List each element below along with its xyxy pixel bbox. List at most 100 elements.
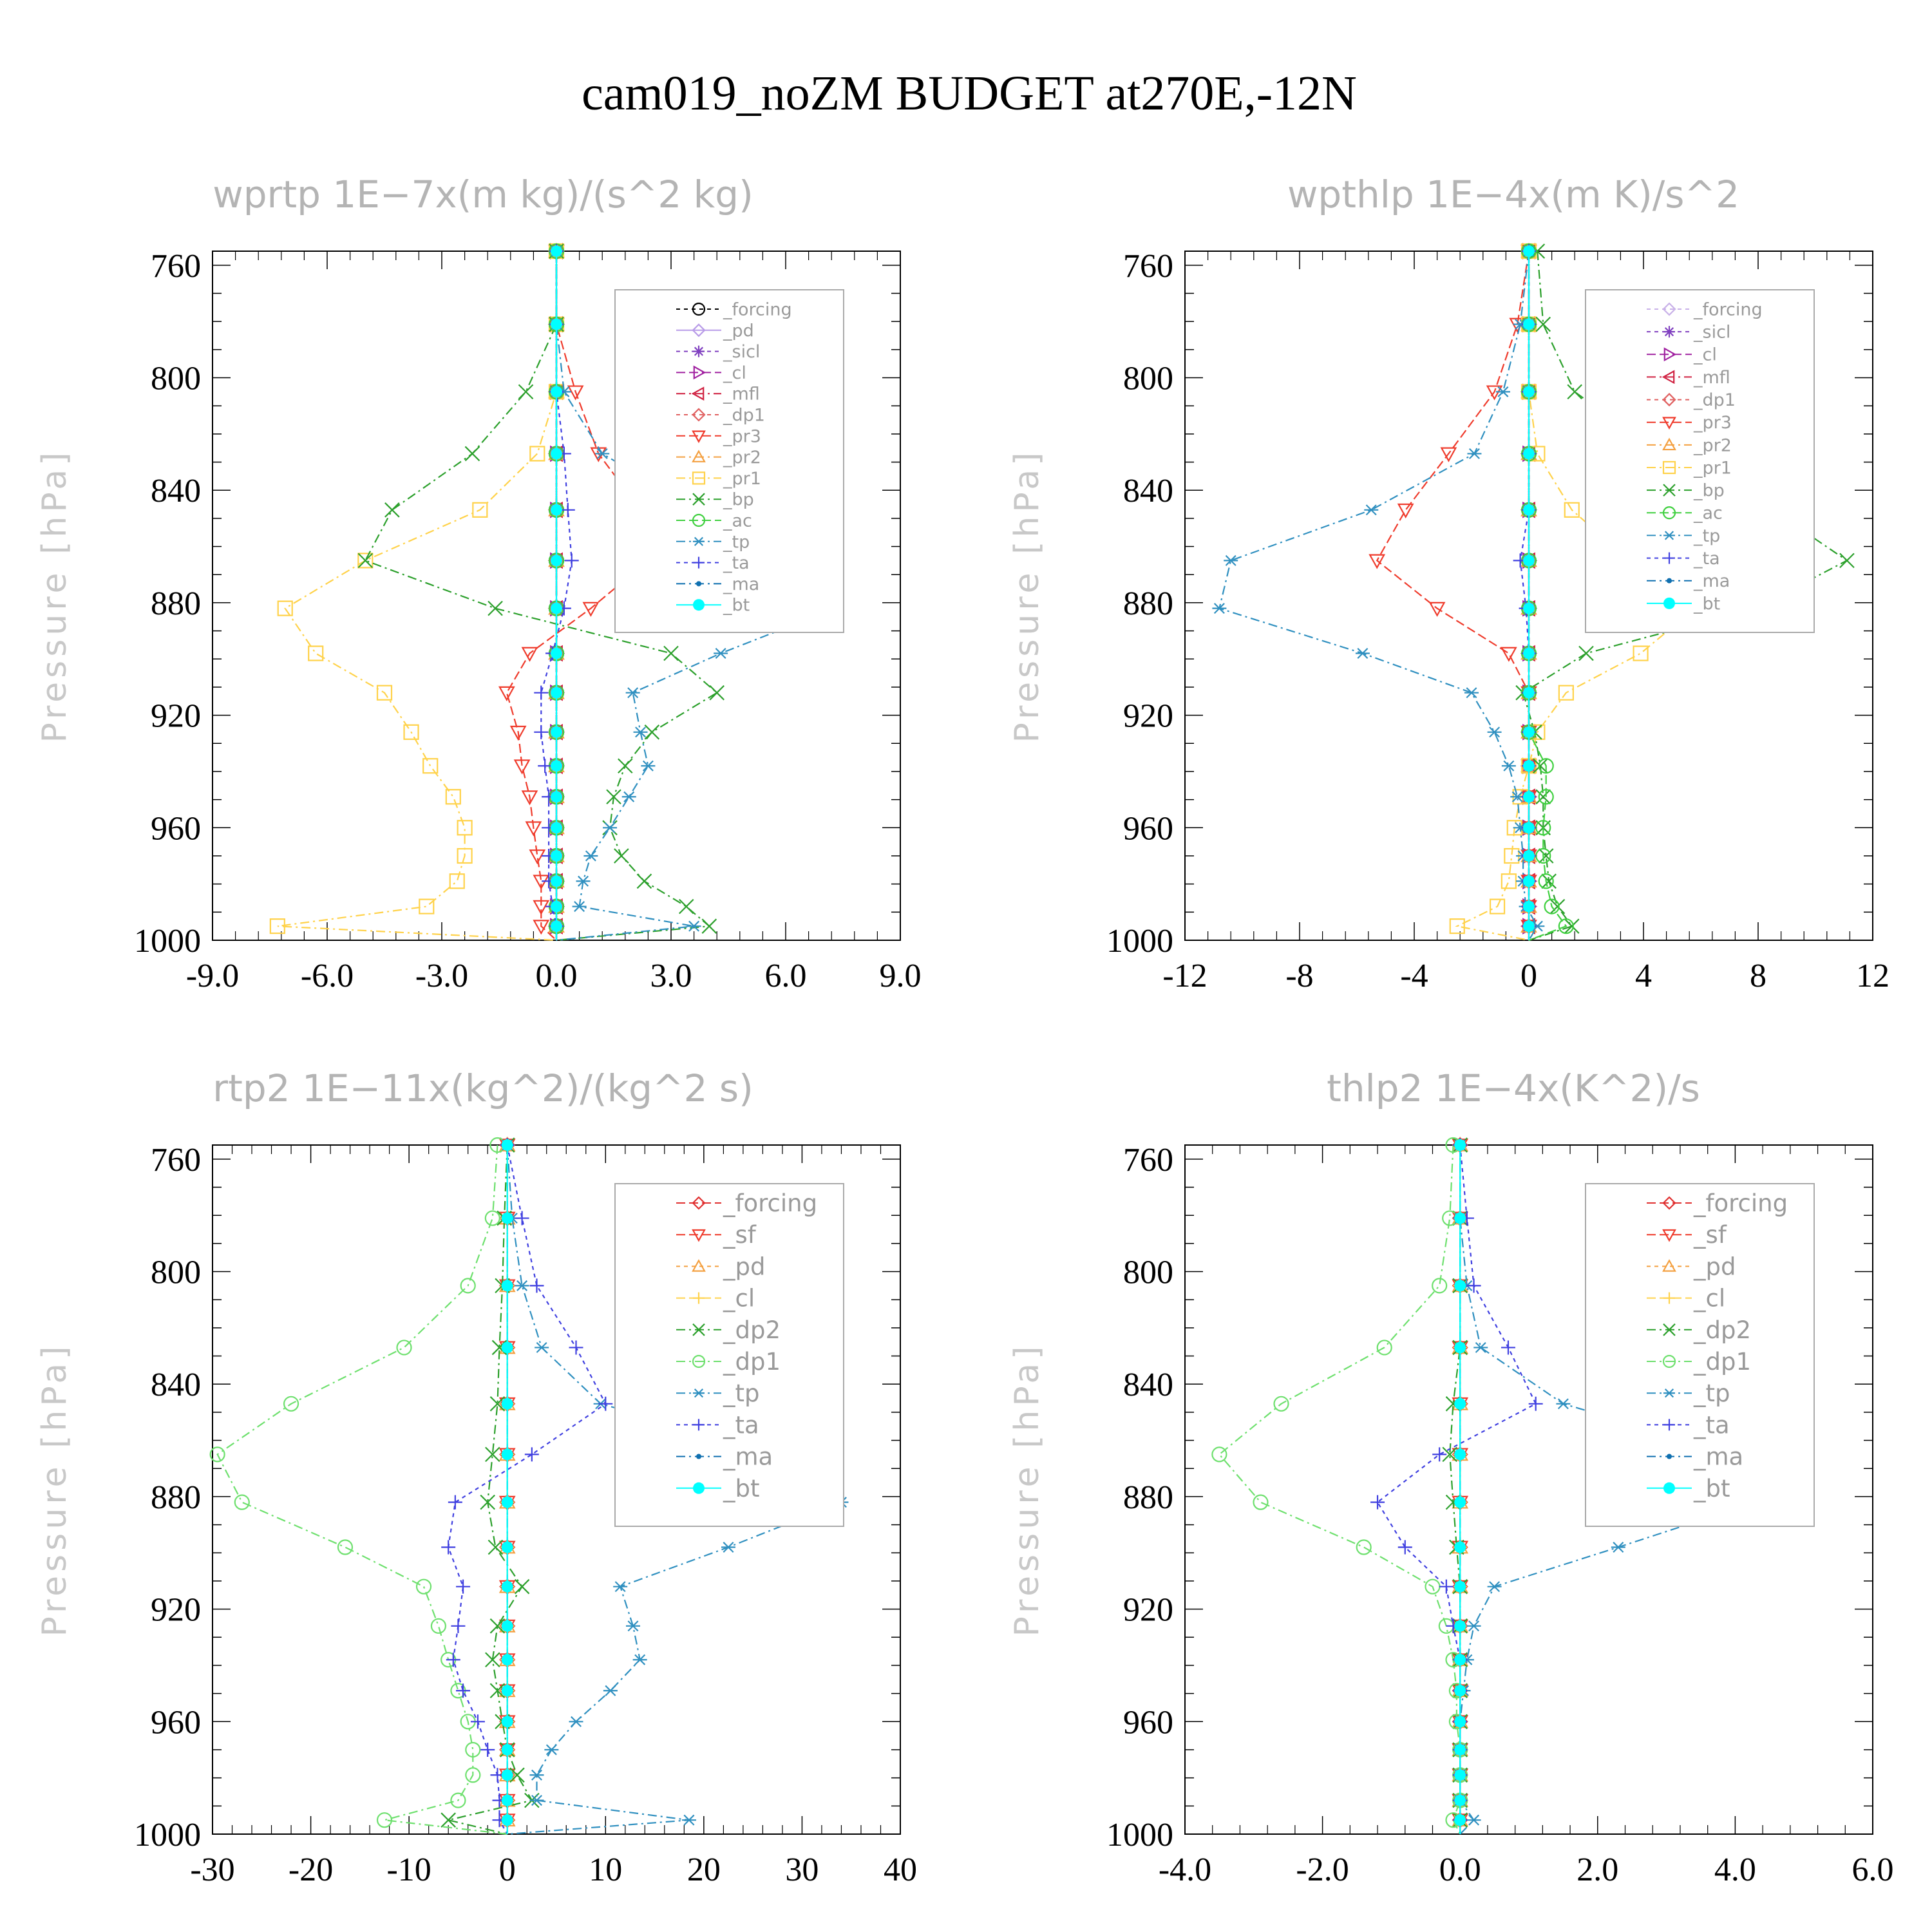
legend-label: _dp1 bbox=[1693, 1348, 1751, 1376]
legend-marker bbox=[1662, 1229, 1676, 1242]
legend-marker bbox=[1663, 1388, 1675, 1398]
legend-label: _ma bbox=[1693, 571, 1730, 591]
legend-marker bbox=[696, 581, 702, 587]
data-point bbox=[1523, 687, 1535, 699]
legend-label: _forcing bbox=[1693, 1189, 1788, 1217]
data-point bbox=[501, 1397, 513, 1410]
legend-label: _dp1 bbox=[723, 1348, 781, 1376]
y-tick-label: 1000 bbox=[1106, 923, 1173, 960]
data-point bbox=[551, 386, 562, 398]
y-axis-label: Pressure [hPa] bbox=[1008, 449, 1046, 743]
data-point bbox=[551, 760, 562, 772]
legend-marker bbox=[693, 536, 705, 546]
data-point bbox=[209, 1446, 225, 1463]
data-point bbox=[1454, 1685, 1466, 1697]
legend-marker bbox=[1663, 326, 1675, 338]
series-bt bbox=[1454, 1139, 1466, 1834]
data-point bbox=[518, 384, 534, 400]
x-tick-label: -3.0 bbox=[415, 958, 468, 994]
y-tick-label: 960 bbox=[1123, 810, 1173, 847]
x-tick-label: -4.0 bbox=[1159, 1852, 1211, 1888]
data-point bbox=[480, 1742, 495, 1757]
legend-marker bbox=[1662, 460, 1676, 475]
data-point bbox=[501, 1212, 513, 1224]
legend-marker bbox=[692, 302, 706, 316]
data-point bbox=[445, 789, 461, 805]
data-point bbox=[1454, 1769, 1466, 1781]
legend-marker bbox=[1663, 597, 1675, 609]
legend-marker bbox=[692, 1229, 706, 1242]
data-point bbox=[1633, 645, 1649, 661]
x-tick-label: 20 bbox=[687, 1852, 721, 1888]
data-point bbox=[551, 245, 562, 257]
data-point bbox=[1464, 687, 1479, 699]
data-point bbox=[1454, 1139, 1466, 1151]
data-point bbox=[582, 601, 600, 617]
data-point bbox=[1253, 1494, 1269, 1510]
legend-marker bbox=[693, 1292, 705, 1304]
y-axis-label: Pressure [hPa] bbox=[35, 1343, 74, 1637]
legend-marker bbox=[1663, 347, 1677, 362]
y-tick-label: 1000 bbox=[1106, 1817, 1173, 1853]
legend-marker bbox=[693, 556, 705, 569]
plot-frame bbox=[1184, 1144, 1873, 1835]
data-point bbox=[376, 1812, 393, 1828]
data-point bbox=[1454, 1541, 1466, 1553]
legend-box bbox=[1585, 1183, 1815, 1527]
legend-marker bbox=[693, 1388, 705, 1398]
data-point bbox=[501, 1448, 513, 1461]
legend-box bbox=[614, 289, 844, 633]
data-point bbox=[1523, 602, 1535, 614]
y-tick-label: 880 bbox=[151, 1479, 201, 1516]
legend-marker bbox=[693, 1419, 705, 1431]
legend-label: _mfl bbox=[723, 384, 760, 404]
data-point bbox=[1442, 1446, 1457, 1463]
y-tick-label: 960 bbox=[151, 1704, 201, 1741]
data-point bbox=[1538, 758, 1554, 774]
data-point bbox=[465, 1767, 481, 1783]
x-tick-label: 8 bbox=[1750, 958, 1766, 994]
data-point bbox=[1500, 647, 1517, 662]
legend-label: _forcing bbox=[723, 299, 792, 319]
legend-label: _pr1 bbox=[723, 469, 761, 489]
data-point bbox=[1578, 645, 1594, 661]
data-point bbox=[501, 1541, 513, 1553]
data-point bbox=[501, 1654, 513, 1666]
legend-label: _tp bbox=[723, 532, 750, 552]
series-line bbox=[506, 1144, 843, 1835]
data-point bbox=[1449, 918, 1465, 934]
y-tick-label: 840 bbox=[1123, 1367, 1173, 1403]
legend-marker bbox=[693, 599, 705, 611]
data-point bbox=[534, 724, 549, 739]
legend-label: _sicl bbox=[1693, 323, 1730, 343]
legend-label: _ma bbox=[1693, 1443, 1743, 1471]
panel-1: wprtp 1E−7x(m kg)/(s^2 kg) Pressure [hPa]… bbox=[35, 173, 922, 994]
y-tick-label: 760 bbox=[151, 1142, 201, 1179]
legend-label: _pd bbox=[723, 1253, 765, 1280]
data-point bbox=[551, 920, 562, 933]
legend-box bbox=[614, 1183, 844, 1527]
data-point bbox=[603, 822, 618, 833]
data-point bbox=[308, 645, 324, 661]
data-point bbox=[1501, 1340, 1515, 1355]
data-point bbox=[535, 1341, 549, 1353]
legend-label: _bt bbox=[1693, 594, 1720, 614]
data-point bbox=[1523, 822, 1535, 834]
data-point bbox=[551, 504, 562, 516]
series-dp1 bbox=[209, 1137, 507, 1835]
x-tick-label: 2.0 bbox=[1577, 1852, 1618, 1888]
legend-marker bbox=[1663, 1482, 1675, 1494]
data-point bbox=[448, 1495, 462, 1510]
legend-marker bbox=[692, 430, 706, 444]
series-bt bbox=[1523, 245, 1535, 940]
data-point bbox=[501, 1716, 513, 1728]
data-point bbox=[1273, 1396, 1289, 1412]
data-point bbox=[1466, 1814, 1481, 1826]
data-point bbox=[1439, 1579, 1454, 1594]
data-point bbox=[449, 873, 465, 889]
y-tick-label: 840 bbox=[1123, 473, 1173, 509]
data-point bbox=[709, 685, 724, 701]
legend-label: _sf bbox=[1693, 1221, 1727, 1249]
data-point bbox=[521, 647, 538, 662]
legend-marker bbox=[1663, 1419, 1675, 1431]
